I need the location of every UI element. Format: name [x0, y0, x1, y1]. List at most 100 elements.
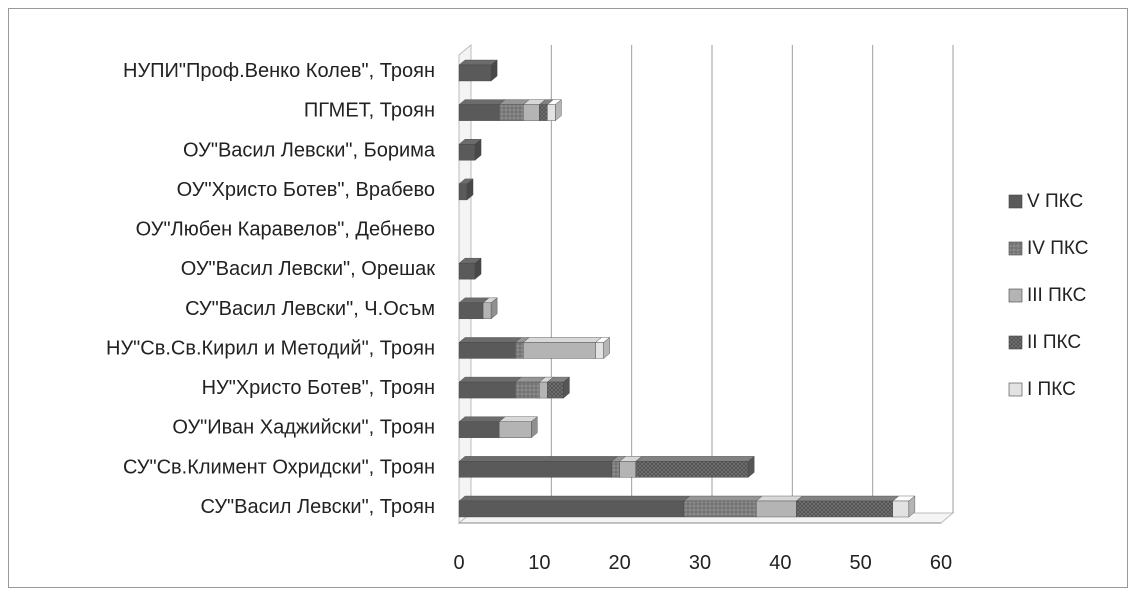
legend-item-iv-пкс: IV ПКС: [1008, 238, 1088, 259]
bar-front-face: [458, 144, 476, 161]
bar-front-face: [683, 500, 757, 518]
legend-swatch: [1008, 194, 1023, 209]
legend-label: I ПКС: [1027, 379, 1076, 400]
bar-segment-v-пкс: [458, 376, 522, 399]
x-tick-label: 0: [453, 552, 464, 574]
bar-top-face: [458, 337, 522, 343]
bar-segment-i-пкс: [892, 495, 916, 518]
bar-front-face: [539, 381, 548, 399]
bar-segment-v-пкс: [458, 416, 506, 438]
bar-segment-ii-пкс: [795, 495, 900, 518]
bar-front-face: [595, 342, 604, 359]
bar-segment-iv-пкс: [498, 99, 530, 121]
bar-end-face: [748, 455, 755, 478]
bar-front-face: [458, 302, 484, 320]
bar-front-face: [515, 342, 524, 359]
bar-front-face: [458, 500, 685, 518]
bar-front-face: [458, 64, 492, 82]
bar-front-face: [515, 381, 540, 399]
bar-segment-iii-пкс: [755, 495, 803, 518]
x-axis-tick-labels: 0 10 20 30 40 50 60: [453, 552, 952, 574]
bar-front-face: [796, 500, 894, 518]
bar-segment-iii-пкс: [522, 99, 546, 121]
legend-item-iii-пкс: III ПКС: [1008, 285, 1086, 306]
bar-top-face: [683, 495, 763, 502]
bar-segment-iii-пкс: [498, 416, 538, 438]
category-label: ОУ"Иван Хаджийски", Троян: [172, 417, 435, 439]
category-label: НУ"Христо Ботев", Троян: [202, 377, 435, 399]
category-label: ОУ"Любен Каравелов", Дебнево: [136, 219, 435, 241]
legend-label: V ПКС: [1027, 191, 1083, 212]
bar-top-face: [795, 495, 900, 502]
category-label: НУПИ"Проф.Венко Колев", Троян: [123, 60, 435, 82]
chart-frame: СУ"Васил Левски", Троян СУ"Св.Климент Охр…: [8, 8, 1128, 588]
bar-front-face: [458, 183, 468, 201]
bar-end-face: [603, 337, 610, 359]
legend-label: III ПКС: [1027, 285, 1086, 306]
bar-front-face: [458, 421, 500, 438]
bar-front-face: [547, 104, 556, 121]
legend-item-ii-пкс: II ПКС: [1008, 332, 1081, 353]
bar-top-face: [522, 337, 603, 343]
bar-front-face: [458, 381, 516, 399]
bar-segment-iii-пкс: [619, 456, 643, 478]
bar-end-face: [466, 178, 474, 201]
category-labels: СУ"Васил Левски", Троян СУ"Св.Климент Охр…: [106, 60, 436, 518]
bar-front-face: [458, 262, 476, 280]
bar-segment-v-пкс: [458, 59, 498, 82]
bar-top-face: [498, 416, 538, 422]
bar-front-face: [611, 461, 620, 478]
bar-front-face: [523, 342, 596, 359]
bar-front-face: [635, 461, 749, 478]
bar-front-face: [458, 104, 500, 121]
stacked-bar-chart: СУ"Васил Левски", Троян СУ"Св.Климент Охр…: [106, 43, 1088, 574]
x-tick-label: 50: [850, 552, 872, 574]
bar-front-face: [498, 421, 532, 438]
bar-end-face: [474, 138, 482, 161]
bar-top-face: [635, 456, 755, 462]
category-label: ОУ"Христо Ботев", Врабево: [177, 179, 435, 201]
legend-label: IV ПКС: [1027, 238, 1088, 259]
bar-top-face: [458, 376, 522, 383]
bar-top-face: [458, 456, 619, 462]
bar-segment-iii-пкс: [522, 337, 603, 359]
x-tick-label: 20: [609, 552, 631, 574]
legend-item-i-пкс: I ПКС: [1008, 379, 1076, 400]
bar-top-face: [755, 495, 803, 502]
bar-top-face: [458, 99, 506, 105]
category-label: ОУ"Васил Левски", Борима: [183, 139, 436, 161]
x-tick-label: 10: [528, 552, 550, 574]
bar-front-face: [756, 500, 797, 518]
bar-end-face: [555, 99, 562, 122]
category-label: СУ"Васил Левски", Ч.Осъм: [185, 298, 435, 320]
bar-front-face: [498, 104, 524, 121]
bars-layer: [458, 59, 916, 518]
bar-top-face: [458, 495, 691, 502]
bar-segment-v-пкс: [458, 337, 522, 359]
category-label: СУ"Васил Левски", Троян: [201, 496, 435, 518]
bar-segment-v-пкс: [458, 99, 506, 121]
bar-front-face: [523, 104, 540, 121]
legend-swatch: [1008, 288, 1023, 303]
bar-end-face: [531, 416, 538, 439]
bar-front-face: [619, 461, 636, 478]
bar-segment-v-пкс: [458, 257, 482, 280]
legend-swatch: [1008, 382, 1023, 397]
bar-segment-iv-пкс: [683, 495, 763, 518]
bar-top-face: [458, 416, 506, 422]
bar-front-face: [458, 342, 516, 359]
bar-end-face: [490, 59, 498, 82]
legend-swatch: [1008, 335, 1023, 350]
x-tick-label: 30: [689, 552, 711, 574]
bar-end-face: [474, 257, 482, 280]
bar-segment-ii-пкс: [546, 376, 570, 399]
bar-segment-v-пкс: [458, 495, 691, 518]
category-label: ОУ"Васил Левски", Орешак: [181, 258, 436, 280]
x-tick-label: 60: [930, 552, 952, 574]
legend-swatch: [1008, 241, 1023, 256]
bar-front-face: [539, 104, 548, 121]
bar-end-face: [908, 495, 916, 518]
category-label: НУ"Св.Св.Кирил и Методий", Троян: [106, 337, 435, 359]
legend-item-v-пкс: V ПКС: [1008, 191, 1083, 212]
bar-front-face: [547, 381, 564, 399]
